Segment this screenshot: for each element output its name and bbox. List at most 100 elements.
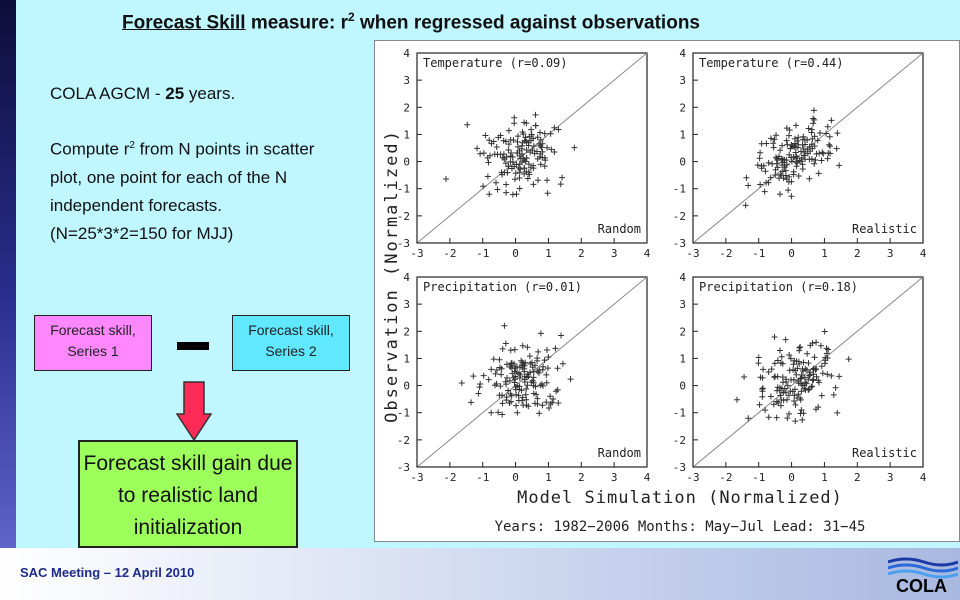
data-point bbox=[547, 130, 554, 137]
x-tick-label: -3 bbox=[410, 471, 423, 484]
data-point bbox=[527, 149, 534, 156]
data-point bbox=[524, 371, 531, 378]
y-tick-label: 1 bbox=[403, 352, 410, 365]
data-point bbox=[521, 137, 528, 144]
data-point bbox=[765, 159, 772, 166]
data-point bbox=[516, 174, 523, 181]
x-tick-label: 2 bbox=[854, 247, 861, 260]
data-point bbox=[780, 379, 787, 386]
data-point bbox=[521, 165, 528, 172]
data-point bbox=[538, 381, 545, 388]
data-point bbox=[548, 146, 555, 153]
data-point bbox=[486, 152, 493, 159]
data-point bbox=[786, 151, 793, 158]
data-point bbox=[824, 155, 831, 162]
cola-logo-icon bbox=[888, 557, 958, 579]
data-point bbox=[783, 396, 790, 403]
data-point bbox=[480, 183, 487, 190]
data-point bbox=[812, 156, 819, 163]
data-point bbox=[503, 394, 510, 401]
y-tick-label: -3 bbox=[673, 237, 686, 250]
data-point bbox=[830, 391, 837, 398]
forecast-skill-series-2-box: Forecast skill, Series 2 bbox=[232, 315, 350, 371]
data-point bbox=[805, 376, 812, 383]
data-point bbox=[508, 360, 515, 367]
data-point bbox=[534, 177, 541, 184]
data-point bbox=[802, 379, 809, 386]
data-point bbox=[785, 187, 792, 194]
y-tick-label: 0 bbox=[679, 380, 686, 393]
data-point bbox=[803, 366, 810, 373]
panel-label: Random bbox=[598, 222, 641, 236]
data-point bbox=[537, 136, 544, 143]
x-tick-label: -1 bbox=[476, 471, 489, 484]
data-point bbox=[800, 359, 807, 366]
data-point bbox=[798, 406, 805, 413]
data-point bbox=[488, 409, 495, 416]
x-axis-label: Model Simulation (Normalized) bbox=[517, 488, 843, 508]
data-point bbox=[534, 355, 541, 362]
data-point bbox=[512, 170, 519, 177]
data-point bbox=[480, 372, 487, 379]
x-tick-label: -1 bbox=[476, 247, 489, 260]
data-point bbox=[506, 377, 513, 384]
data-point bbox=[513, 363, 520, 370]
data-point bbox=[812, 406, 819, 413]
x-tick-label: 4 bbox=[644, 471, 651, 484]
data-point bbox=[821, 360, 828, 367]
data-point bbox=[796, 344, 803, 351]
data-point bbox=[442, 176, 449, 183]
data-point bbox=[808, 126, 815, 133]
data-point bbox=[771, 360, 778, 367]
data-point bbox=[533, 148, 540, 155]
data-point bbox=[801, 382, 808, 389]
data-point bbox=[795, 378, 802, 385]
data-point bbox=[475, 390, 482, 397]
data-point bbox=[543, 371, 550, 378]
data-point bbox=[551, 124, 558, 131]
data-point bbox=[785, 132, 792, 139]
data-point bbox=[528, 359, 535, 366]
x-tick-label: 0 bbox=[788, 471, 795, 484]
data-point bbox=[509, 191, 516, 198]
data-point bbox=[807, 342, 814, 349]
data-point bbox=[815, 377, 822, 384]
data-point bbox=[756, 155, 763, 162]
data-point bbox=[773, 398, 780, 405]
data-point bbox=[795, 391, 802, 398]
data-point bbox=[545, 353, 552, 360]
data-point bbox=[524, 175, 531, 182]
data-point bbox=[786, 410, 793, 417]
y-tick-label: 4 bbox=[679, 47, 686, 60]
data-point bbox=[790, 154, 797, 161]
data-point bbox=[527, 137, 534, 144]
data-point bbox=[532, 111, 539, 118]
data-point bbox=[486, 191, 493, 198]
x-tick-label: 4 bbox=[920, 471, 927, 484]
x-tick-label: -2 bbox=[443, 471, 456, 484]
data-point bbox=[559, 360, 566, 367]
data-point bbox=[791, 392, 798, 399]
model-line-c: years. bbox=[184, 84, 236, 103]
data-point bbox=[537, 161, 544, 168]
y-tick-label: -1 bbox=[397, 407, 410, 420]
data-point bbox=[779, 360, 786, 367]
data-point bbox=[511, 379, 518, 386]
data-point bbox=[508, 149, 515, 156]
data-point bbox=[745, 182, 752, 189]
compute-text: Compute r2 from N points in scatter plot… bbox=[50, 132, 350, 220]
data-point bbox=[540, 363, 547, 370]
data-point bbox=[530, 162, 537, 169]
minus-sign bbox=[177, 342, 209, 350]
data-point bbox=[490, 356, 497, 363]
data-point bbox=[535, 348, 542, 355]
data-point bbox=[557, 181, 564, 188]
x-tick-label: -2 bbox=[719, 471, 732, 484]
data-point bbox=[774, 384, 781, 391]
data-point bbox=[534, 155, 541, 162]
x-tick-label: 4 bbox=[920, 247, 927, 260]
data-point bbox=[776, 387, 783, 394]
data-point bbox=[819, 149, 826, 156]
data-point bbox=[782, 336, 789, 343]
data-point bbox=[783, 376, 790, 383]
